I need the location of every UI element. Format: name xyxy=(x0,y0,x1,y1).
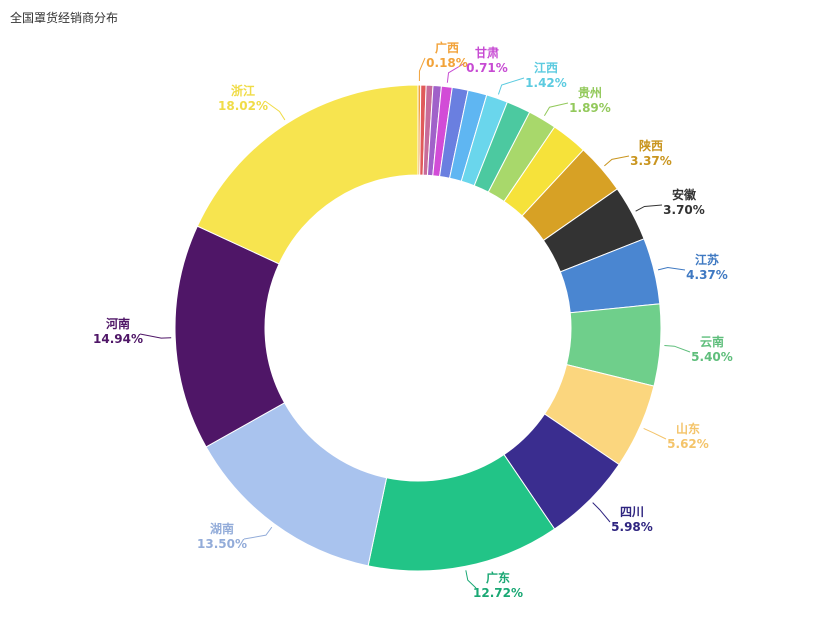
slice-label-name-山东: 山东 xyxy=(676,421,700,436)
slice-label-name-云南: 云南 xyxy=(700,334,724,349)
slice-label-value-四川: 5.98% xyxy=(611,520,653,534)
slice-label-name-广西: 广西 xyxy=(435,40,459,55)
page-title: 全国罩货经销商分布 xyxy=(10,11,119,25)
slice-label-name-贵州: 贵州 xyxy=(578,85,602,100)
leader-line-江苏 xyxy=(657,266,686,271)
leader-line-陕西 xyxy=(604,155,630,167)
slice-label-name-浙江: 浙江 xyxy=(231,83,255,98)
leader-line-山东 xyxy=(643,428,667,440)
slice-label-name-广东: 广东 xyxy=(486,570,510,585)
slice-label-name-甘肃: 甘肃 xyxy=(475,45,499,60)
slice-label-value-广西: 0.18% xyxy=(426,56,468,70)
leader-line-四川 xyxy=(592,502,611,523)
slice-label-name-江苏: 江苏 xyxy=(695,252,719,267)
slice-label-name-陕西: 陕西 xyxy=(639,138,663,153)
leader-lines-group xyxy=(139,57,691,589)
slice-label-value-陕西: 3.37% xyxy=(630,154,672,168)
leader-line-云南 xyxy=(664,345,691,353)
leader-line-贵州 xyxy=(543,102,569,117)
slice-label-value-河南: 14.94% xyxy=(93,332,143,346)
labels-group: 广西0.18% 甘肃0.71% 江西1.42% 贵州1.89% 陕西3.37% 安徽3.7… xyxy=(93,40,733,600)
slice-label-value-贵州: 1.89% xyxy=(569,101,611,115)
slice-label-value-广东: 12.72% xyxy=(473,586,523,600)
slice-label-value-甘肃: 0.71% xyxy=(466,61,508,75)
slices-group xyxy=(174,84,662,572)
slice-label-value-安徽: 3.70% xyxy=(663,203,705,217)
leader-line-甘肃 xyxy=(446,62,466,83)
slice-label-value-江苏: 4.37% xyxy=(686,268,728,282)
slice-浙江[interactable] xyxy=(196,84,419,265)
slice-label-name-河南: 河南 xyxy=(105,316,130,331)
slice-label-value-山东: 5.62% xyxy=(667,437,709,451)
slice-label-value-浙江: 18.02% xyxy=(218,99,268,113)
leader-line-浙江 xyxy=(264,100,286,121)
slice-label-value-云南: 5.40% xyxy=(691,350,733,364)
leader-line-江西 xyxy=(497,77,525,95)
leader-line-湖南 xyxy=(243,526,273,540)
slice-label-value-江西: 1.42% xyxy=(525,76,567,90)
leader-line-安徽 xyxy=(635,204,663,212)
leader-line-广西 xyxy=(418,57,426,82)
slice-label-name-四川: 四川 xyxy=(620,505,644,519)
leader-line-河南 xyxy=(139,333,172,339)
slice-label-value-湖南: 13.50% xyxy=(197,537,247,551)
slice-label-name-湖南: 湖南 xyxy=(210,521,234,536)
leader-line-广东 xyxy=(465,570,477,589)
slice-label-name-江西: 江西 xyxy=(534,60,558,75)
slice-label-name-安徽: 安徽 xyxy=(672,187,697,202)
